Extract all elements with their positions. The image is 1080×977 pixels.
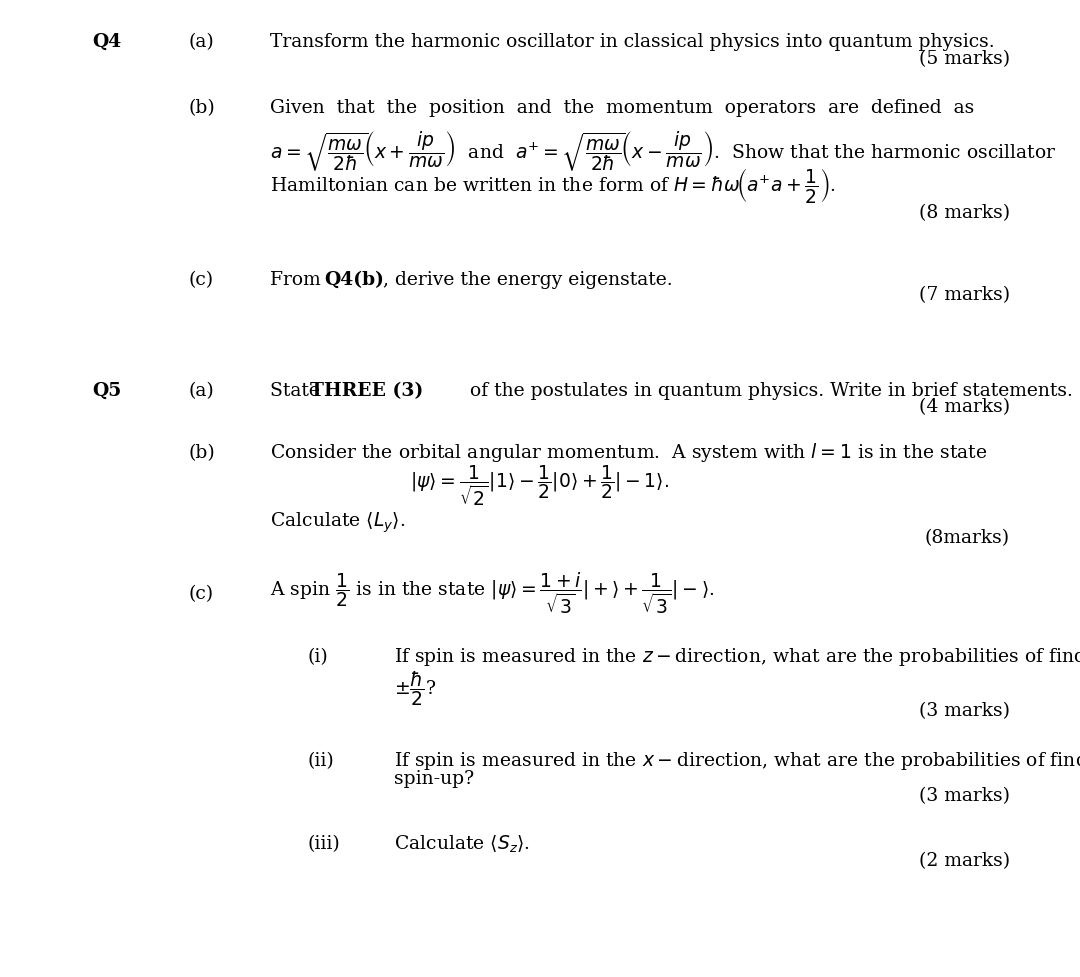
Text: THREE (3): THREE (3) xyxy=(310,382,423,400)
Text: Hamiltonian can be written in the form of $H = \hbar\omega\!\left(a^{+}a + \dfra: Hamiltonian can be written in the form o… xyxy=(270,166,836,205)
Text: Given  that  the  position  and  the  momentum  operators  are  defined  as: Given that the position and the momentum… xyxy=(270,99,974,116)
Text: (b): (b) xyxy=(189,99,216,116)
Text: (c): (c) xyxy=(189,584,214,602)
Text: If spin is measured in the $z-$direction, what are the probabilities of finding: If spin is measured in the $z-$direction… xyxy=(394,646,1080,667)
Text: (c): (c) xyxy=(189,271,214,288)
Text: (8 marks): (8 marks) xyxy=(919,204,1010,222)
Text: (2 marks): (2 marks) xyxy=(919,851,1010,869)
Text: (3 marks): (3 marks) xyxy=(919,786,1010,804)
Text: A spin $\dfrac{1}{2}$ is in the state $|\psi\rangle = \dfrac{1+i}{\sqrt{3}}|+\ra: A spin $\dfrac{1}{2}$ is in the state $|… xyxy=(270,571,715,616)
Text: (iii): (iii) xyxy=(308,834,340,852)
Text: of the postulates in quantum physics. Write in brief statements.: of the postulates in quantum physics. Wr… xyxy=(464,382,1074,400)
Text: Calculate $\langle L_y \rangle$.: Calculate $\langle L_y \rangle$. xyxy=(270,510,405,535)
Text: Transform the harmonic oscillator in classical physics into quantum physics.: Transform the harmonic oscillator in cla… xyxy=(270,33,995,51)
Text: Q4: Q4 xyxy=(92,33,121,51)
Text: (ii): (ii) xyxy=(308,751,335,769)
Text: (4 marks): (4 marks) xyxy=(919,398,1010,415)
Text: (3 marks): (3 marks) xyxy=(919,701,1010,719)
Text: State: State xyxy=(270,382,326,400)
Text: spin-up?: spin-up? xyxy=(394,770,474,787)
Text: (a): (a) xyxy=(189,33,215,51)
Text: Calculate $\langle S_z \rangle$.: Calculate $\langle S_z \rangle$. xyxy=(394,832,530,854)
Text: , derive the energy eigenstate.: , derive the energy eigenstate. xyxy=(383,271,673,288)
Text: Consider the orbital angular momentum.  A system with $l = 1$ is in the state: Consider the orbital angular momentum. A… xyxy=(270,441,987,464)
Text: If spin is measured in the $x-$direction, what are the probabilities of finding: If spin is measured in the $x-$direction… xyxy=(394,749,1080,771)
Text: $|\psi\rangle = \dfrac{1}{\sqrt{2}}|1\rangle - \dfrac{1}{2}|0\rangle + \dfrac{1}: $|\psi\rangle = \dfrac{1}{\sqrt{2}}|1\ra… xyxy=(410,463,670,508)
Text: (5 marks): (5 marks) xyxy=(919,50,1010,67)
Text: (7 marks): (7 marks) xyxy=(919,286,1010,304)
Text: Q5: Q5 xyxy=(92,382,121,400)
Text: (b): (b) xyxy=(189,444,216,461)
Text: Q4(b): Q4(b) xyxy=(324,271,383,288)
Text: $a = \sqrt{\dfrac{m\omega}{2\hbar}}\!\left(x + \dfrac{ip}{m\omega}\right)$  and : $a = \sqrt{\dfrac{m\omega}{2\hbar}}\!\le… xyxy=(270,130,1056,173)
Text: (8marks): (8marks) xyxy=(924,529,1010,546)
Text: From: From xyxy=(270,271,327,288)
Text: (i): (i) xyxy=(308,648,328,665)
Text: $\pm\dfrac{\hbar}{2}$?: $\pm\dfrac{\hbar}{2}$? xyxy=(394,668,436,707)
Text: (a): (a) xyxy=(189,382,215,400)
